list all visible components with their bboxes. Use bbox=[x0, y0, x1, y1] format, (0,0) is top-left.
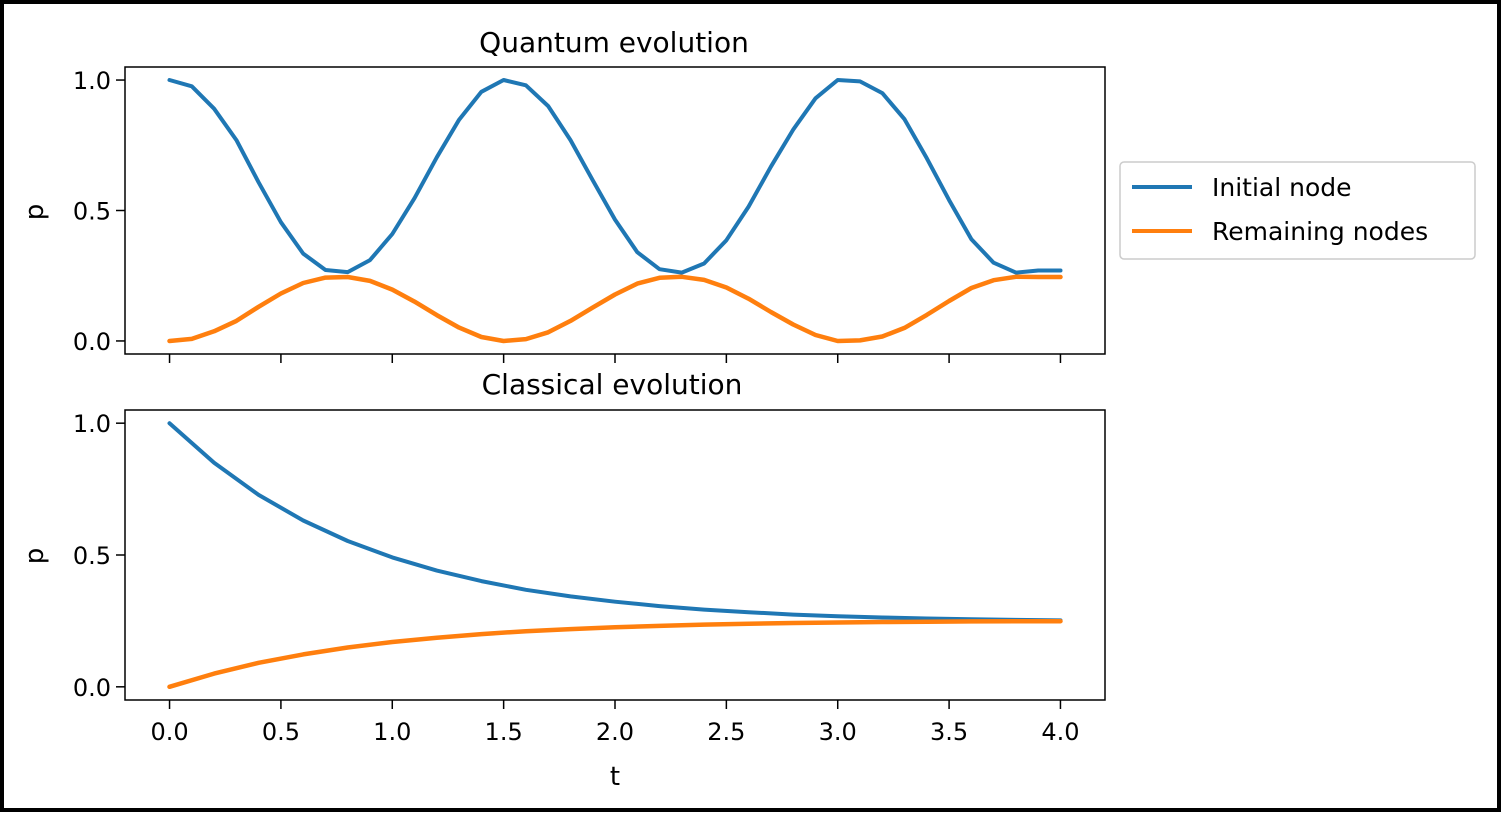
quantum-ticks: 0.0 0.5 1.0 bbox=[73, 67, 1062, 363]
legend: Initial node Remaining nodes bbox=[1119, 161, 1476, 260]
quantum-lines bbox=[167, 78, 1063, 344]
quantum-y-tick-label: 1.0 bbox=[73, 67, 111, 95]
classical-lines bbox=[167, 421, 1063, 690]
legend-box bbox=[1119, 161, 1476, 260]
quantum-y-axis-label: p bbox=[20, 204, 50, 221]
classical-x-tick-label: 2.5 bbox=[707, 718, 745, 746]
classical-x-tick-label: 1.0 bbox=[373, 718, 411, 746]
classical-x-tick-label: 1.5 bbox=[485, 718, 523, 746]
classical-x-axis-label: t bbox=[610, 762, 620, 792]
classical-y-tick-label: 0.0 bbox=[73, 674, 111, 702]
classical-x-tick-label: 2.0 bbox=[596, 718, 634, 746]
classical-x-tick-label: 3.5 bbox=[930, 718, 968, 746]
quantum-evolution-panel: Quantum evolution p 0.0 0.5 1.0 bbox=[20, 26, 1106, 363]
legend-label-remaining-nodes: Remaining nodes bbox=[1212, 217, 1428, 246]
classical-evolution-panel: Classical evolution p t 0.0 0.5 1.0 1.5 2.0 2… bbox=[20, 368, 1106, 792]
classical-y-tick-label: 1.0 bbox=[73, 410, 111, 438]
quantum-y-tick-label: 0.5 bbox=[73, 198, 111, 226]
classical-chart-title: Classical evolution bbox=[482, 368, 743, 401]
classical-x-tick-label: 3.0 bbox=[819, 718, 857, 746]
quantum-y-tick-label: 0.0 bbox=[73, 328, 111, 356]
legend-label-initial-node: Initial node bbox=[1212, 173, 1352, 202]
classical-x-tick-label: 0.5 bbox=[262, 718, 300, 746]
classical-plot-frame bbox=[124, 409, 1106, 701]
quantum-chart-title: Quantum evolution bbox=[479, 26, 749, 59]
classical-y-axis-label: p bbox=[20, 548, 50, 565]
classical-line-remaining-nodes bbox=[167, 618, 1063, 690]
classical-line-initial-node bbox=[167, 421, 1063, 623]
quantum-plot-frame bbox=[124, 66, 1106, 355]
classical-ticks: 0.0 0.5 1.0 1.5 2.0 2.5 3.0 3.5 4.0 0.0 0.5 1.0 bbox=[73, 410, 1080, 746]
quantum-line-initial-node bbox=[167, 78, 1063, 275]
classical-y-tick-label: 0.5 bbox=[73, 542, 111, 570]
quantum-line-remaining-nodes bbox=[167, 274, 1063, 344]
classical-x-tick-label: 0.0 bbox=[150, 718, 188, 746]
classical-x-tick-label: 4.0 bbox=[1041, 718, 1079, 746]
